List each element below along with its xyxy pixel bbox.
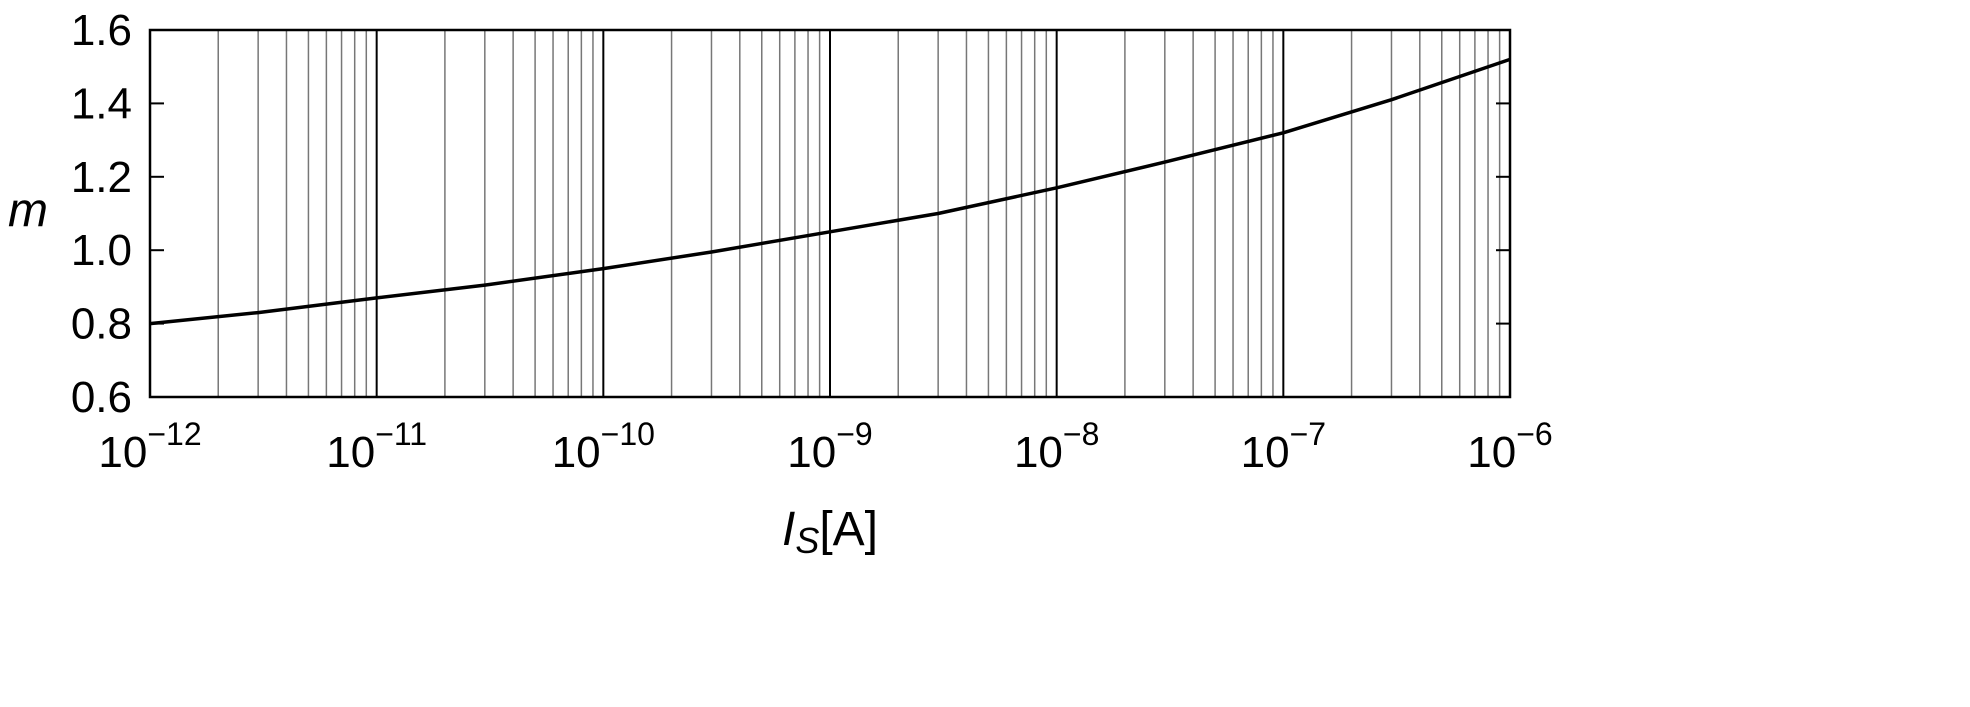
x-axis-label: IS[A]: [782, 503, 878, 561]
x-axis-label-unit: [A]: [819, 503, 878, 556]
y-tick-labels: 0.6 0.8 1.0 1.2 1.4 1.6: [71, 6, 132, 422]
x-tick-label-exponent: −12: [147, 416, 201, 452]
x-tick-label-exponent: −7: [1290, 416, 1326, 452]
x-tick-label-base: 10: [326, 428, 375, 477]
tick-marks: [150, 29, 1510, 398]
x-tick-label-base: 10: [1467, 428, 1516, 477]
x-tick-label-exponent: −9: [836, 416, 872, 452]
x-tick-label-exponent: −8: [1063, 416, 1099, 452]
x-tick-label-base: 10: [552, 428, 601, 477]
y-tick-label: 1.2: [71, 153, 132, 202]
x-tick-label: 10−7: [1241, 416, 1326, 477]
x-tick-label-base: 10: [1241, 428, 1290, 477]
x-tick-label-base: 10: [1014, 428, 1063, 477]
x-tick-label: 10−6: [1467, 416, 1552, 477]
x-tick-label: 10−9: [787, 416, 872, 477]
y-tick-label: 1.0: [71, 226, 132, 275]
x-tick-label: 10−12: [98, 416, 201, 477]
y-axis-label: m: [8, 184, 48, 237]
x-tick-label: 10−10: [552, 416, 655, 477]
x-tick-label-base: 10: [787, 428, 836, 477]
series-line: [149, 57, 1511, 326]
x-tick-label-exponent: −11: [375, 416, 427, 452]
y-tick-label: 1.4: [71, 79, 132, 128]
x-axis-label-main: I: [782, 503, 795, 556]
grid-lines: [217, 30, 1501, 397]
y-tick-label: 0.6: [71, 373, 132, 422]
x-tick-label-exponent: −10: [601, 416, 655, 452]
x-axis-label-sub: S: [795, 520, 819, 561]
x-tick-label: 10−11: [326, 416, 427, 477]
y-tick-label: 0.8: [71, 300, 132, 349]
series-layer: [149, 57, 1511, 326]
x-tick-label-exponent: −6: [1516, 416, 1552, 452]
y-tick-label: 1.6: [71, 6, 132, 55]
x-tick-label: 10−8: [1014, 416, 1099, 477]
plot-frame: [148, 28, 1512, 399]
x-tick-label-base: 10: [98, 428, 147, 477]
x-tick-labels: 10−12 10−11 10−10 10−9 10−8 10−7 10−6: [98, 416, 1552, 477]
